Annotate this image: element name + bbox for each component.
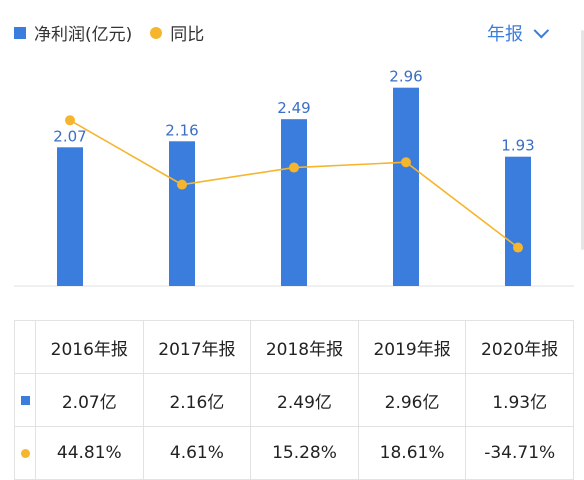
bar-legend-label: 净利润(亿元) (34, 25, 133, 45)
yoy-point (177, 179, 187, 190)
period-selector[interactable]: 年报 (487, 20, 550, 46)
table-header-cell: 2018年报 (250, 320, 359, 374)
line-legend-label: 同比 (170, 25, 205, 45)
table-cell: 2.96亿 (357, 373, 467, 427)
profit-chart: 2.07 2.16 2.49 2.96 1.93 (14, 68, 574, 287)
table-row-profit: 2.07亿 2.16亿 2.49亿 2.96亿 1.93亿 (14, 373, 574, 427)
table-header-cell: 2020年报 (465, 320, 574, 374)
table-cell: 1.93亿 (465, 373, 574, 427)
bar (281, 119, 307, 286)
bar-marker-icon (20, 396, 30, 405)
bar (57, 147, 83, 286)
table-cell: 15.28% (250, 426, 359, 480)
line-legend-marker (150, 26, 163, 39)
bar (393, 87, 419, 287)
table-cell: 4.61% (142, 426, 252, 480)
bar-data-label: 2.49 (277, 99, 310, 117)
table-header-cell: 2019年报 (357, 320, 467, 374)
table-cell: 2.16亿 (142, 373, 252, 427)
bar (505, 156, 531, 286)
bar-legend-marker (14, 26, 26, 39)
table-cell: 44.81% (35, 426, 144, 480)
bar (169, 141, 195, 286)
table-cell: -34.71% (465, 426, 574, 480)
table-cell: 2.49亿 (250, 373, 359, 427)
yoy-point (289, 162, 299, 173)
bar-data-label: 1.93 (501, 137, 534, 155)
table-header-cell: 2016年报 (35, 320, 144, 374)
bar-data-label: 2.07 (53, 127, 86, 145)
bar-data-label: 2.16 (165, 121, 198, 139)
scrollbar[interactable] (581, 30, 584, 250)
yoy-point (513, 242, 523, 253)
dot-marker-icon (20, 449, 30, 458)
profit-row-marker (14, 373, 36, 427)
data-table: 2016年报 2017年报 2018年报 2019年报 2020年报 2.07亿… (14, 320, 574, 480)
period-selector-label: 年报 (487, 24, 523, 45)
yoy-point (401, 157, 411, 168)
yoy-point (65, 115, 75, 126)
bar-data-label: 2.96 (389, 68, 422, 86)
chart-legend: 净利润(亿元) 同比 (14, 20, 204, 45)
table-cell: 2.07亿 (35, 373, 144, 427)
table-row-yoy: 44.81% 4.61% 15.28% 18.61% -34.71% (14, 426, 574, 480)
yoy-row-marker (14, 426, 36, 480)
table-cell: 18.61% (357, 426, 467, 480)
table-corner-cell (14, 320, 36, 374)
table-header-row: 2016年报 2017年报 2018年报 2019年报 2020年报 (14, 320, 574, 374)
table-header-cell: 2017年报 (142, 320, 252, 374)
